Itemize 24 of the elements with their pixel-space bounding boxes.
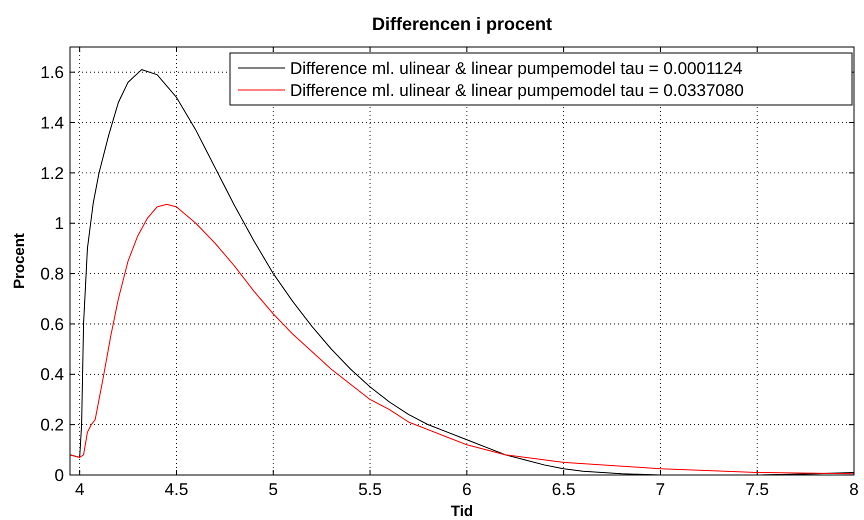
x-tick-label: 7	[656, 480, 666, 499]
x-tick-label: 7.5	[745, 480, 770, 499]
y-tick-label: 1.4	[40, 113, 64, 132]
x-tick-label: 6	[462, 480, 472, 499]
y-tick-label: 0	[54, 466, 64, 485]
legend-label: Difference ml. ulinear & linear pumpemodel tau = 0.0001124	[290, 58, 743, 78]
x-tick-label: 4.5	[164, 480, 188, 499]
y-tick-label: 0.6	[40, 314, 64, 334]
legend-label: Difference ml. ulinear & linear pumpemodel tau = 0.0337080	[290, 80, 744, 100]
y-tick-label: 1.6	[40, 63, 64, 82]
x-tick-label: 5	[268, 480, 278, 499]
y-tick-label: 1	[54, 214, 64, 234]
y-tick-label: 0.4	[40, 365, 64, 384]
x-tick-label: 6.5	[552, 480, 576, 499]
x-axis-title: Tid	[450, 503, 474, 520]
y-tick-label: 0.8	[40, 264, 64, 284]
line-series	[70, 204, 854, 474]
chart-title: Differencen i procent	[372, 14, 552, 34]
y-axis-title: Procent	[11, 233, 28, 289]
y-tick-label: 0.2	[40, 416, 64, 435]
x-tick-label: 4	[74, 480, 84, 499]
y-tick-label: 1.2	[40, 164, 64, 183]
x-tick-label: 8	[849, 480, 859, 499]
x-tick-label: 5.5	[358, 480, 382, 499]
